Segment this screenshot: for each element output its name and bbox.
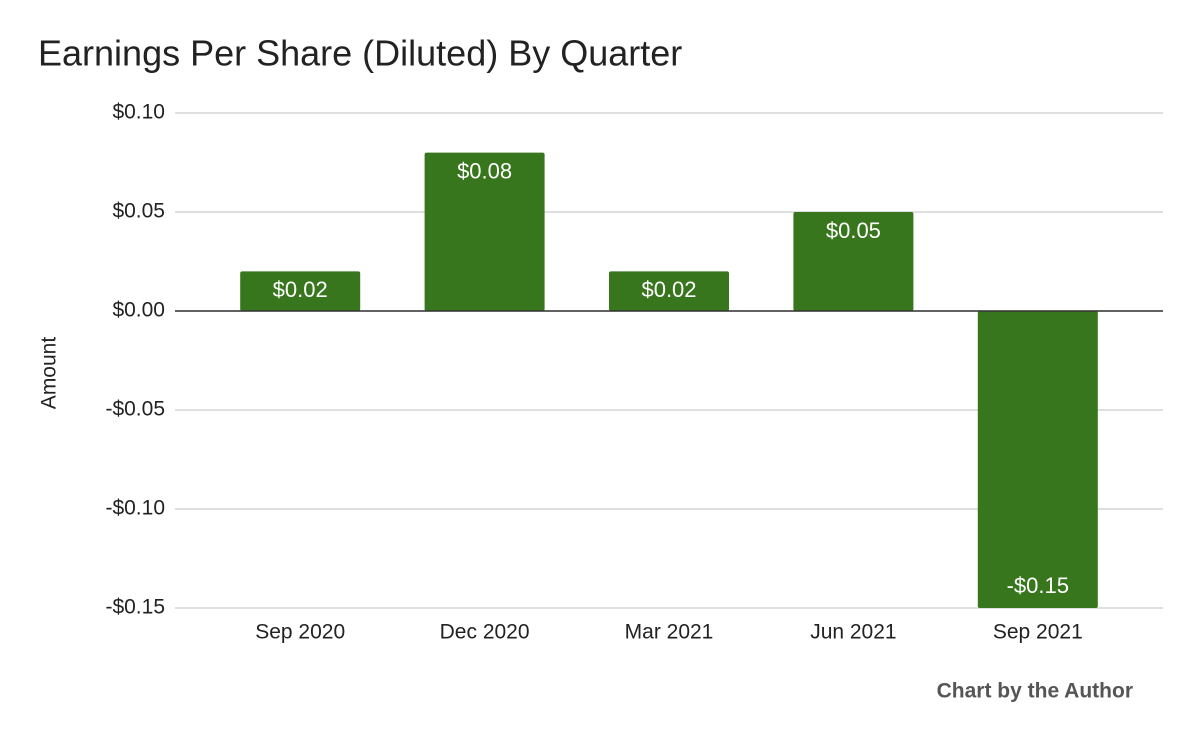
x-tick-label: Sep 2020 xyxy=(255,621,345,644)
y-tick-label: $0.10 xyxy=(112,101,165,124)
bar xyxy=(977,311,1098,608)
bar xyxy=(240,271,361,311)
bar xyxy=(609,271,729,311)
chart-title: Earnings Per Share (Diluted) By Quarter xyxy=(38,33,682,74)
y-tick-label: $0.05 xyxy=(112,200,165,223)
credit-note: Chart by the Author xyxy=(937,680,1133,703)
value-label: -$0.15 xyxy=(1007,573,1069,598)
y-tick-label: $0.00 xyxy=(112,299,165,322)
y-tick-label: -$0.05 xyxy=(105,398,165,421)
x-tick-label: Jun 2021 xyxy=(810,621,896,644)
x-tick-label: Sep 2021 xyxy=(993,621,1083,644)
x-tick-label: Dec 2020 xyxy=(440,621,530,644)
x-tick-label: Mar 2021 xyxy=(625,621,714,644)
y-tick-label: -$0.15 xyxy=(105,596,165,619)
value-label: $0.08 xyxy=(457,158,512,183)
value-label: $0.05 xyxy=(826,218,881,243)
y-tick-label: -$0.10 xyxy=(105,497,165,520)
y-axis-title: Amount xyxy=(38,337,61,410)
bar xyxy=(424,152,545,311)
value-label: $0.02 xyxy=(641,277,696,302)
bar xyxy=(793,212,914,311)
value-label: $0.02 xyxy=(273,277,328,302)
